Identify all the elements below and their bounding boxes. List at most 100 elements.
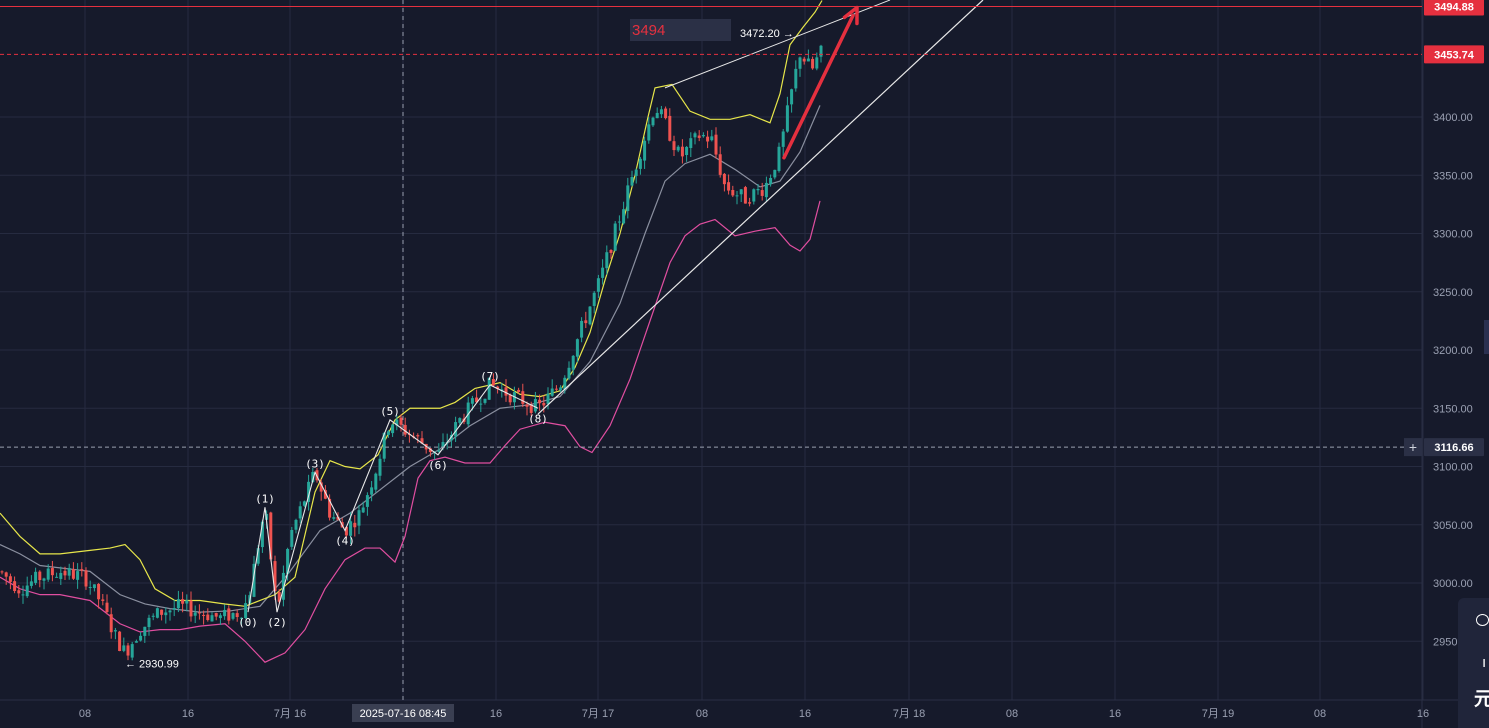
x-tick-label: 7月 18 — [893, 708, 925, 720]
wave-path — [247, 384, 539, 613]
candle-body — [206, 614, 210, 621]
candle-body — [710, 136, 714, 141]
candle-body — [701, 134, 705, 137]
candle-body — [676, 146, 680, 151]
candle-body — [218, 615, 222, 619]
candle-body — [605, 252, 609, 269]
side-widget[interactable]: ı 元 — [1458, 598, 1489, 728]
candle-body — [80, 569, 84, 571]
candle-body — [601, 267, 605, 278]
candle-body — [672, 141, 676, 151]
candle-body — [664, 108, 668, 119]
candle-body — [475, 397, 479, 403]
target-label-box — [630, 19, 731, 41]
candle-body — [277, 592, 281, 602]
candle-body — [260, 521, 264, 548]
candle-body — [756, 189, 760, 191]
candle-body — [361, 507, 365, 513]
candle-body — [630, 176, 634, 186]
candle-body — [437, 450, 441, 452]
candle-body — [483, 398, 487, 403]
candle-body — [231, 613, 235, 619]
candle-body — [811, 58, 815, 69]
candle-body — [17, 590, 21, 594]
price-tag-label: 3116.66 — [1434, 442, 1473, 454]
candle-body — [286, 548, 290, 574]
candle-body — [546, 393, 550, 404]
plus-icon[interactable]: + — [1409, 439, 1417, 455]
candle-body — [416, 435, 420, 437]
x-tick-label: 7月 19 — [1202, 708, 1234, 720]
candle-body — [151, 615, 155, 617]
candle-body — [731, 189, 735, 196]
target-label: 3494 — [632, 22, 665, 39]
x-tick-label: 08 — [79, 708, 91, 720]
candle-body — [668, 115, 672, 141]
price-tag-label: 3453.74 — [1434, 49, 1475, 61]
candle-body — [176, 599, 180, 609]
candle-body — [588, 306, 592, 325]
candle-body — [592, 292, 596, 306]
x-tick-label: 08 — [1314, 708, 1326, 720]
candle-body — [391, 424, 395, 434]
candle-body — [227, 608, 231, 621]
candle-body — [13, 581, 17, 592]
y-tick-label: 3050.00 — [1433, 520, 1473, 532]
candle-body — [584, 320, 588, 324]
y-tick-label: 3150.00 — [1433, 403, 1473, 415]
candle-body — [504, 387, 508, 396]
candle-body — [727, 182, 731, 191]
candle-body — [575, 339, 579, 357]
candle-body — [105, 602, 109, 613]
y-tick-label: 3350.00 — [1433, 170, 1473, 182]
candle-body — [349, 521, 353, 536]
candle-body — [59, 572, 63, 579]
candle-body — [479, 403, 483, 405]
candle-body — [311, 472, 315, 483]
candle-body — [281, 572, 285, 600]
candle-body — [147, 617, 151, 628]
candle-body — [647, 124, 651, 141]
candle-body — [626, 185, 630, 211]
candle-body — [622, 209, 626, 224]
candle-body — [336, 516, 340, 520]
candle-body — [273, 561, 277, 591]
candle-body — [382, 432, 386, 459]
candle-body — [798, 57, 802, 69]
wave-label: (6) — [428, 459, 448, 472]
candle-body — [76, 571, 80, 580]
candle-body — [634, 169, 638, 176]
candle-body — [428, 448, 432, 453]
edge-tab[interactable] — [1484, 320, 1489, 354]
candle-body — [55, 576, 59, 578]
candle-body — [420, 438, 424, 444]
candle-body — [386, 431, 390, 435]
candle-body — [680, 146, 684, 157]
crosshair-plus-button[interactable] — [1404, 438, 1422, 457]
candle-body — [542, 402, 546, 406]
candle-body — [794, 68, 798, 89]
candle-body — [0, 571, 4, 573]
candle-body — [743, 187, 747, 204]
candle-body — [92, 584, 96, 589]
wave-label: (2) — [267, 616, 287, 629]
camera-eye-icon[interactable] — [1476, 614, 1489, 626]
candle-body — [722, 173, 726, 185]
y-tick-label: 3400.00 — [1433, 112, 1473, 124]
candle-body — [244, 603, 248, 618]
candle-body — [84, 570, 88, 587]
candle-body — [38, 571, 42, 581]
y-tick-label: 3250.00 — [1433, 287, 1473, 299]
bollinger-bands — [0, 0, 823, 663]
candle-body — [752, 189, 756, 202]
candle-body — [302, 501, 306, 506]
candle-body — [370, 487, 374, 495]
candle-body — [88, 586, 92, 588]
candle-body — [441, 442, 445, 449]
candle-body — [126, 645, 130, 656]
price-tag — [1424, 438, 1484, 457]
candle-body — [697, 135, 701, 138]
candle-body — [365, 495, 369, 507]
candle-body — [559, 387, 563, 391]
